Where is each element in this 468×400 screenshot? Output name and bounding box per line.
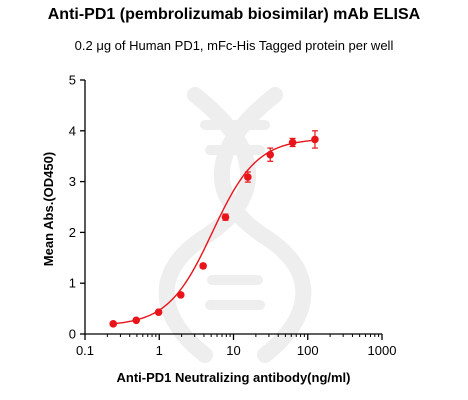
watermark-strand (213, 87, 312, 363)
x-tick-label: 1000 (368, 343, 397, 358)
fit-curve (113, 139, 316, 325)
data-point (199, 262, 207, 270)
data-point (176, 291, 185, 299)
y-axis-title: Mean Abs.(OD450) (41, 152, 56, 266)
data-point (132, 316, 141, 325)
x-tick-label: 10 (226, 343, 240, 358)
y-tick-label: 5 (69, 73, 76, 88)
y-tick-label: 4 (69, 123, 76, 138)
fit-curve-layer (113, 139, 316, 325)
data-point (266, 150, 275, 159)
watermark-logo (158, 87, 312, 363)
x-tick-label: 1 (156, 343, 163, 358)
data-point (244, 173, 252, 181)
data-point (221, 213, 230, 221)
x-tick-label: 100 (297, 343, 319, 358)
data-point (311, 135, 319, 144)
data-point (288, 138, 297, 147)
data-point (154, 308, 163, 316)
axes: 0 1 2 3 4 5 0.1 1 10 100 1000 (69, 73, 397, 359)
data-points-layer (109, 130, 319, 328)
y-tick-label: 0 (69, 327, 76, 342)
y-tick-label: 1 (69, 276, 76, 291)
chart-subtitle: 0.2 μg of Human PD1, mFc-His Tagged prot… (74, 38, 394, 53)
chart-title: Anti-PD1 (pembrolizumab biosimilar) mAb … (47, 6, 421, 23)
y-tick-label: 3 (69, 174, 76, 189)
x-tick-label: 0.1 (76, 343, 94, 358)
x-axis-title: Anti-PD1 Neutralizing antibody(ng/ml) (117, 370, 351, 385)
y-tick-label: 2 (69, 225, 76, 240)
data-point (109, 320, 118, 328)
